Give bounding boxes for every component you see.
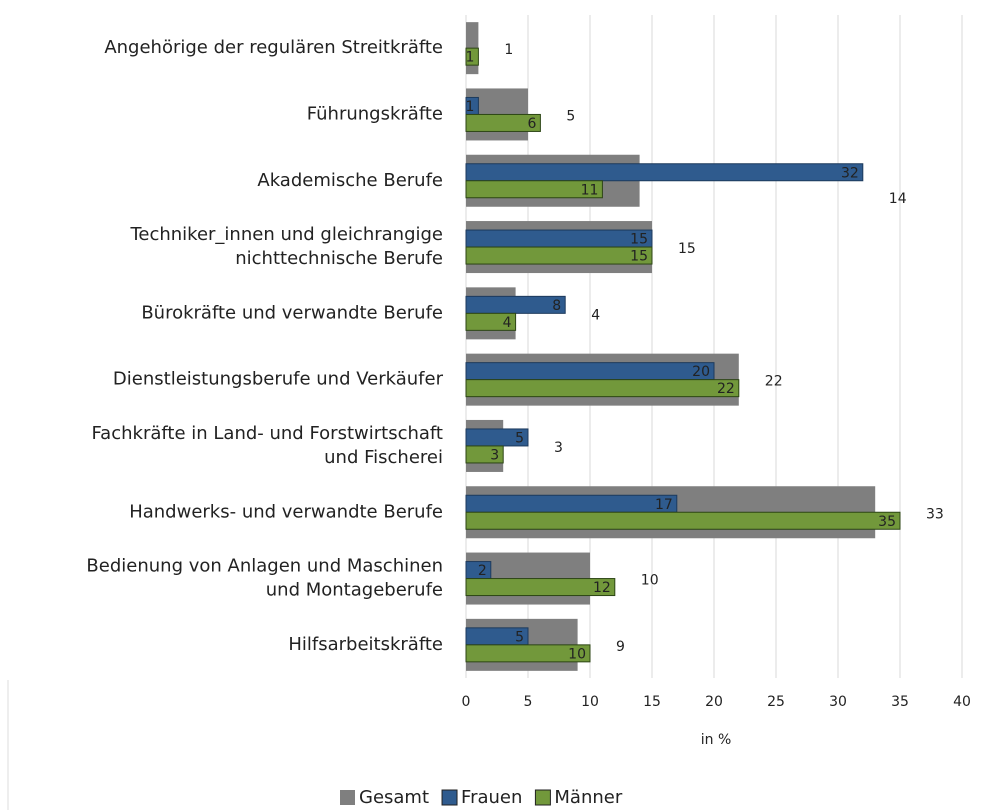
value-label: 15 <box>630 249 648 265</box>
value-label: 5 <box>515 629 524 645</box>
value-label: 3 <box>554 440 563 456</box>
legend-swatch <box>441 789 458 806</box>
y-tick-label: Dienstleistungsberufe und Verkäufer <box>113 369 444 390</box>
y-tick-label: Handwerks- und verwandte Berufe <box>129 501 443 522</box>
value-label: 4 <box>591 307 600 323</box>
value-label: 2 <box>478 563 487 579</box>
bar <box>465 644 591 663</box>
y-tick-label: Angehörige der regulären Streitkräfte <box>104 37 443 58</box>
value-label: 33 <box>926 506 944 522</box>
y-tick-label: Bürokräfte und verwandte Berufe <box>141 302 443 323</box>
legend-swatch <box>534 789 551 806</box>
value-label: 15 <box>678 241 696 257</box>
y-tick-label: Hilfsarbeitskräfte <box>288 634 443 655</box>
x-tick-label: 15 <box>643 694 661 710</box>
legend-swatch <box>340 790 355 805</box>
y-tick-label: und Montageberufe <box>266 580 443 601</box>
bar <box>465 47 479 66</box>
value-label: 10 <box>641 573 659 589</box>
value-label: 11 <box>581 182 599 198</box>
x-tick-label: 40 <box>953 694 971 710</box>
bar <box>465 494 678 513</box>
x-tick-label: 20 <box>705 694 723 710</box>
x-axis-label: in % <box>701 732 732 748</box>
value-label: 32 <box>841 165 859 181</box>
y-tick-label: nichttechnische Berufe <box>235 248 443 269</box>
y-tick-label: Bedienung von Anlagen und Maschinen <box>86 556 443 577</box>
bar <box>465 312 517 331</box>
value-label: 1 <box>504 42 513 58</box>
x-tick-label: 5 <box>524 694 533 710</box>
value-label: 20 <box>692 364 710 380</box>
bar <box>465 445 504 464</box>
y-tick-label: Fachkräfte in Land- und Forstwirtschaft <box>91 423 443 444</box>
legend-label: Männer <box>554 787 622 808</box>
bar <box>465 163 864 182</box>
value-label: 17 <box>655 497 673 513</box>
value-label: 10 <box>568 646 586 662</box>
bar <box>465 113 541 132</box>
value-label: 1 <box>465 50 474 66</box>
value-label: 12 <box>593 580 611 596</box>
value-label: 35 <box>878 514 896 530</box>
bar <box>465 180 603 199</box>
y-tick-label: Akademische Berufe <box>257 170 443 191</box>
bar <box>465 511 901 530</box>
value-label: 9 <box>616 639 625 655</box>
value-label: 8 <box>552 298 561 314</box>
value-label: 14 <box>889 191 907 207</box>
legend-label: Frauen <box>461 787 522 808</box>
value-label: 22 <box>765 374 783 390</box>
x-tick-label: 10 <box>581 694 599 710</box>
x-tick-label: 25 <box>767 694 785 710</box>
value-label: 6 <box>527 116 536 132</box>
value-label: 15 <box>630 232 648 248</box>
value-label: 3 <box>490 447 499 463</box>
x-tick-label: 35 <box>891 694 909 710</box>
bar <box>465 229 653 248</box>
value-label: 5 <box>566 108 575 124</box>
bar <box>465 578 616 597</box>
value-label: 5 <box>515 430 524 446</box>
value-label: 1 <box>465 99 474 115</box>
value-label: 4 <box>503 315 512 331</box>
bar <box>465 362 715 381</box>
y-tick-label: Techniker_innen und gleichrangige <box>129 224 443 245</box>
x-tick-label: 0 <box>462 694 471 710</box>
y-tick-label: Führungskräfte <box>307 103 443 124</box>
bar <box>465 246 653 265</box>
bar <box>465 295 566 314</box>
bar <box>465 379 740 398</box>
y-tick-label: und Fischerei <box>324 447 443 468</box>
legend-label: Gesamt <box>359 787 429 808</box>
value-label: 22 <box>717 381 735 397</box>
x-tick-label: 30 <box>829 694 847 710</box>
